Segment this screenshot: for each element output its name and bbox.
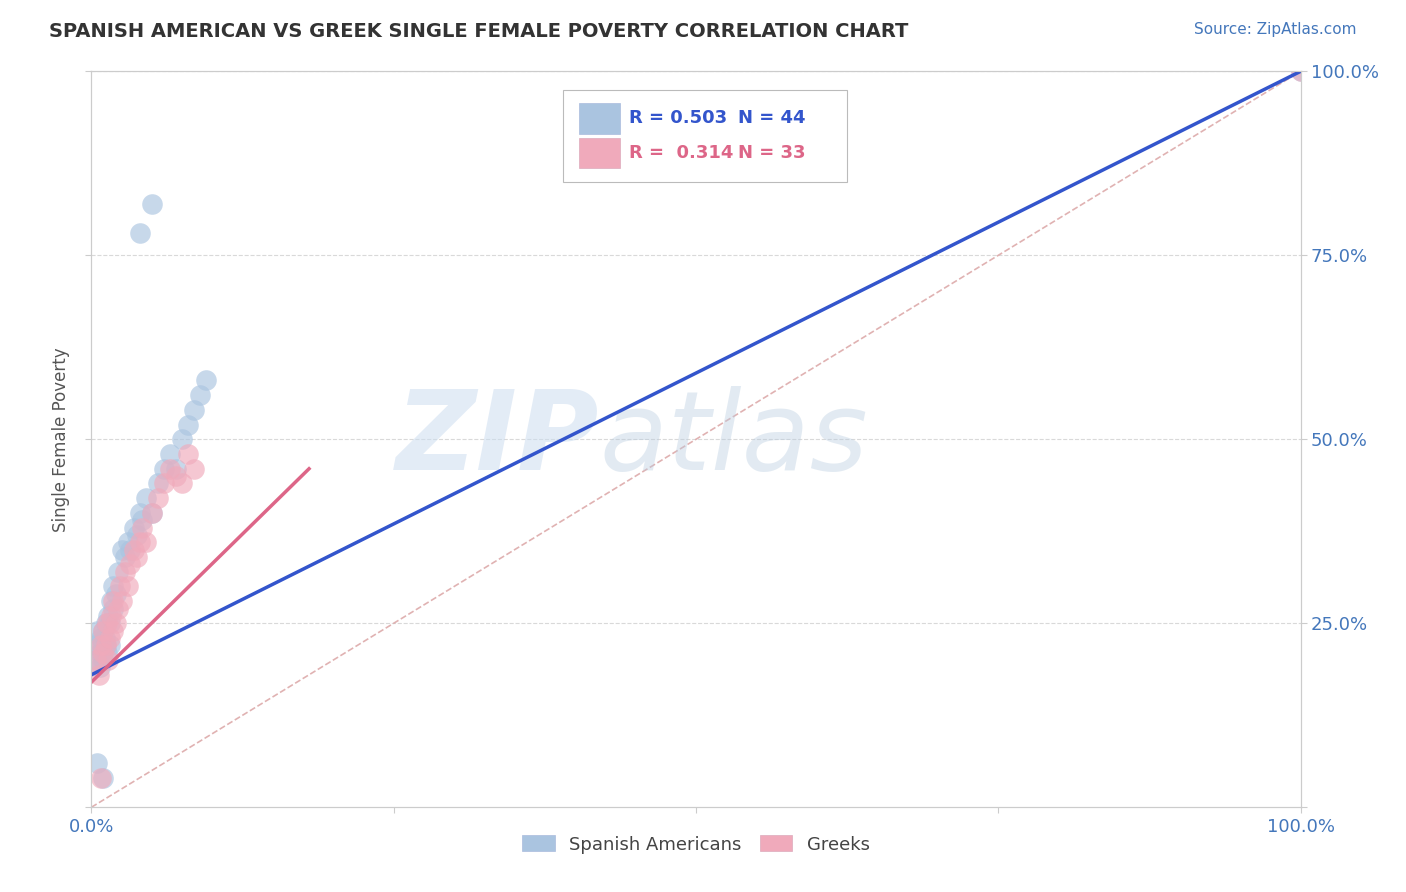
Point — [97, 609, 120, 624]
Point — [114, 549, 136, 565]
Point — [90, 771, 112, 785]
Point — [100, 594, 122, 608]
Point — [97, 653, 120, 667]
Point — [90, 639, 112, 653]
Point — [159, 447, 181, 461]
Point — [153, 462, 176, 476]
Point — [107, 601, 129, 615]
Point — [93, 631, 115, 645]
Point — [117, 535, 139, 549]
Y-axis label: Single Female Poverty: Single Female Poverty — [52, 347, 70, 532]
Point — [93, 771, 115, 785]
Point — [153, 476, 176, 491]
Text: N = 33: N = 33 — [738, 144, 806, 162]
Point — [135, 535, 157, 549]
Point — [141, 506, 163, 520]
Point — [111, 594, 132, 608]
Point — [101, 601, 124, 615]
Point — [98, 631, 121, 645]
Point — [94, 639, 117, 653]
FancyBboxPatch shape — [579, 137, 620, 169]
Point — [165, 469, 187, 483]
Point — [131, 521, 153, 535]
Point — [1289, 64, 1312, 78]
Point — [188, 388, 211, 402]
FancyBboxPatch shape — [579, 103, 620, 134]
Point — [177, 417, 200, 432]
Point — [110, 580, 132, 594]
Point — [87, 667, 110, 682]
Point — [98, 616, 121, 631]
Point — [84, 653, 107, 667]
Point — [177, 447, 200, 461]
Point — [128, 227, 150, 241]
Text: R =  0.314: R = 0.314 — [630, 144, 734, 162]
Point — [146, 476, 169, 491]
Point — [90, 631, 112, 645]
Point — [98, 639, 121, 653]
Point — [1289, 64, 1312, 78]
Point — [172, 433, 194, 447]
FancyBboxPatch shape — [562, 90, 846, 182]
Point — [111, 542, 132, 557]
Point — [135, 491, 157, 505]
Point — [101, 624, 124, 638]
Point — [101, 580, 124, 594]
Point — [128, 506, 150, 520]
Text: N = 44: N = 44 — [738, 110, 806, 128]
Point — [159, 462, 181, 476]
Point — [86, 756, 108, 771]
Point — [107, 565, 129, 579]
Point — [94, 616, 117, 631]
Point — [122, 521, 145, 535]
Point — [100, 609, 122, 624]
Point — [172, 476, 194, 491]
Point — [122, 542, 145, 557]
Point — [89, 646, 111, 660]
Point — [127, 528, 149, 542]
Legend: Spanish Americans, Greeks: Spanish Americans, Greeks — [515, 828, 877, 861]
Point — [93, 653, 115, 667]
Point — [104, 587, 127, 601]
Point — [141, 197, 163, 211]
Point — [93, 624, 115, 638]
Point — [104, 616, 127, 631]
Text: Source: ZipAtlas.com: Source: ZipAtlas.com — [1194, 22, 1357, 37]
Point — [183, 462, 205, 476]
Point — [101, 594, 124, 608]
Point — [114, 565, 136, 579]
Point — [86, 653, 108, 667]
Point — [165, 462, 187, 476]
Point — [120, 558, 142, 572]
Point — [93, 624, 115, 638]
Point — [93, 646, 115, 660]
Text: SPANISH AMERICAN VS GREEK SINGLE FEMALE POVERTY CORRELATION CHART: SPANISH AMERICAN VS GREEK SINGLE FEMALE … — [49, 22, 908, 41]
Point — [84, 639, 107, 653]
Text: R = 0.503: R = 0.503 — [630, 110, 727, 128]
Point — [146, 491, 169, 505]
Point — [96, 616, 118, 631]
Text: ZIP: ZIP — [395, 386, 599, 492]
Point — [94, 639, 117, 653]
Point — [128, 535, 150, 549]
Point — [131, 513, 153, 527]
Point — [91, 639, 114, 653]
Point — [183, 403, 205, 417]
Point — [141, 506, 163, 520]
Point — [89, 660, 111, 674]
Point — [127, 549, 149, 565]
Text: atlas: atlas — [599, 386, 868, 492]
Point — [195, 374, 218, 388]
Point — [120, 542, 142, 557]
Point — [117, 580, 139, 594]
Point — [96, 646, 118, 660]
Point — [86, 624, 108, 638]
